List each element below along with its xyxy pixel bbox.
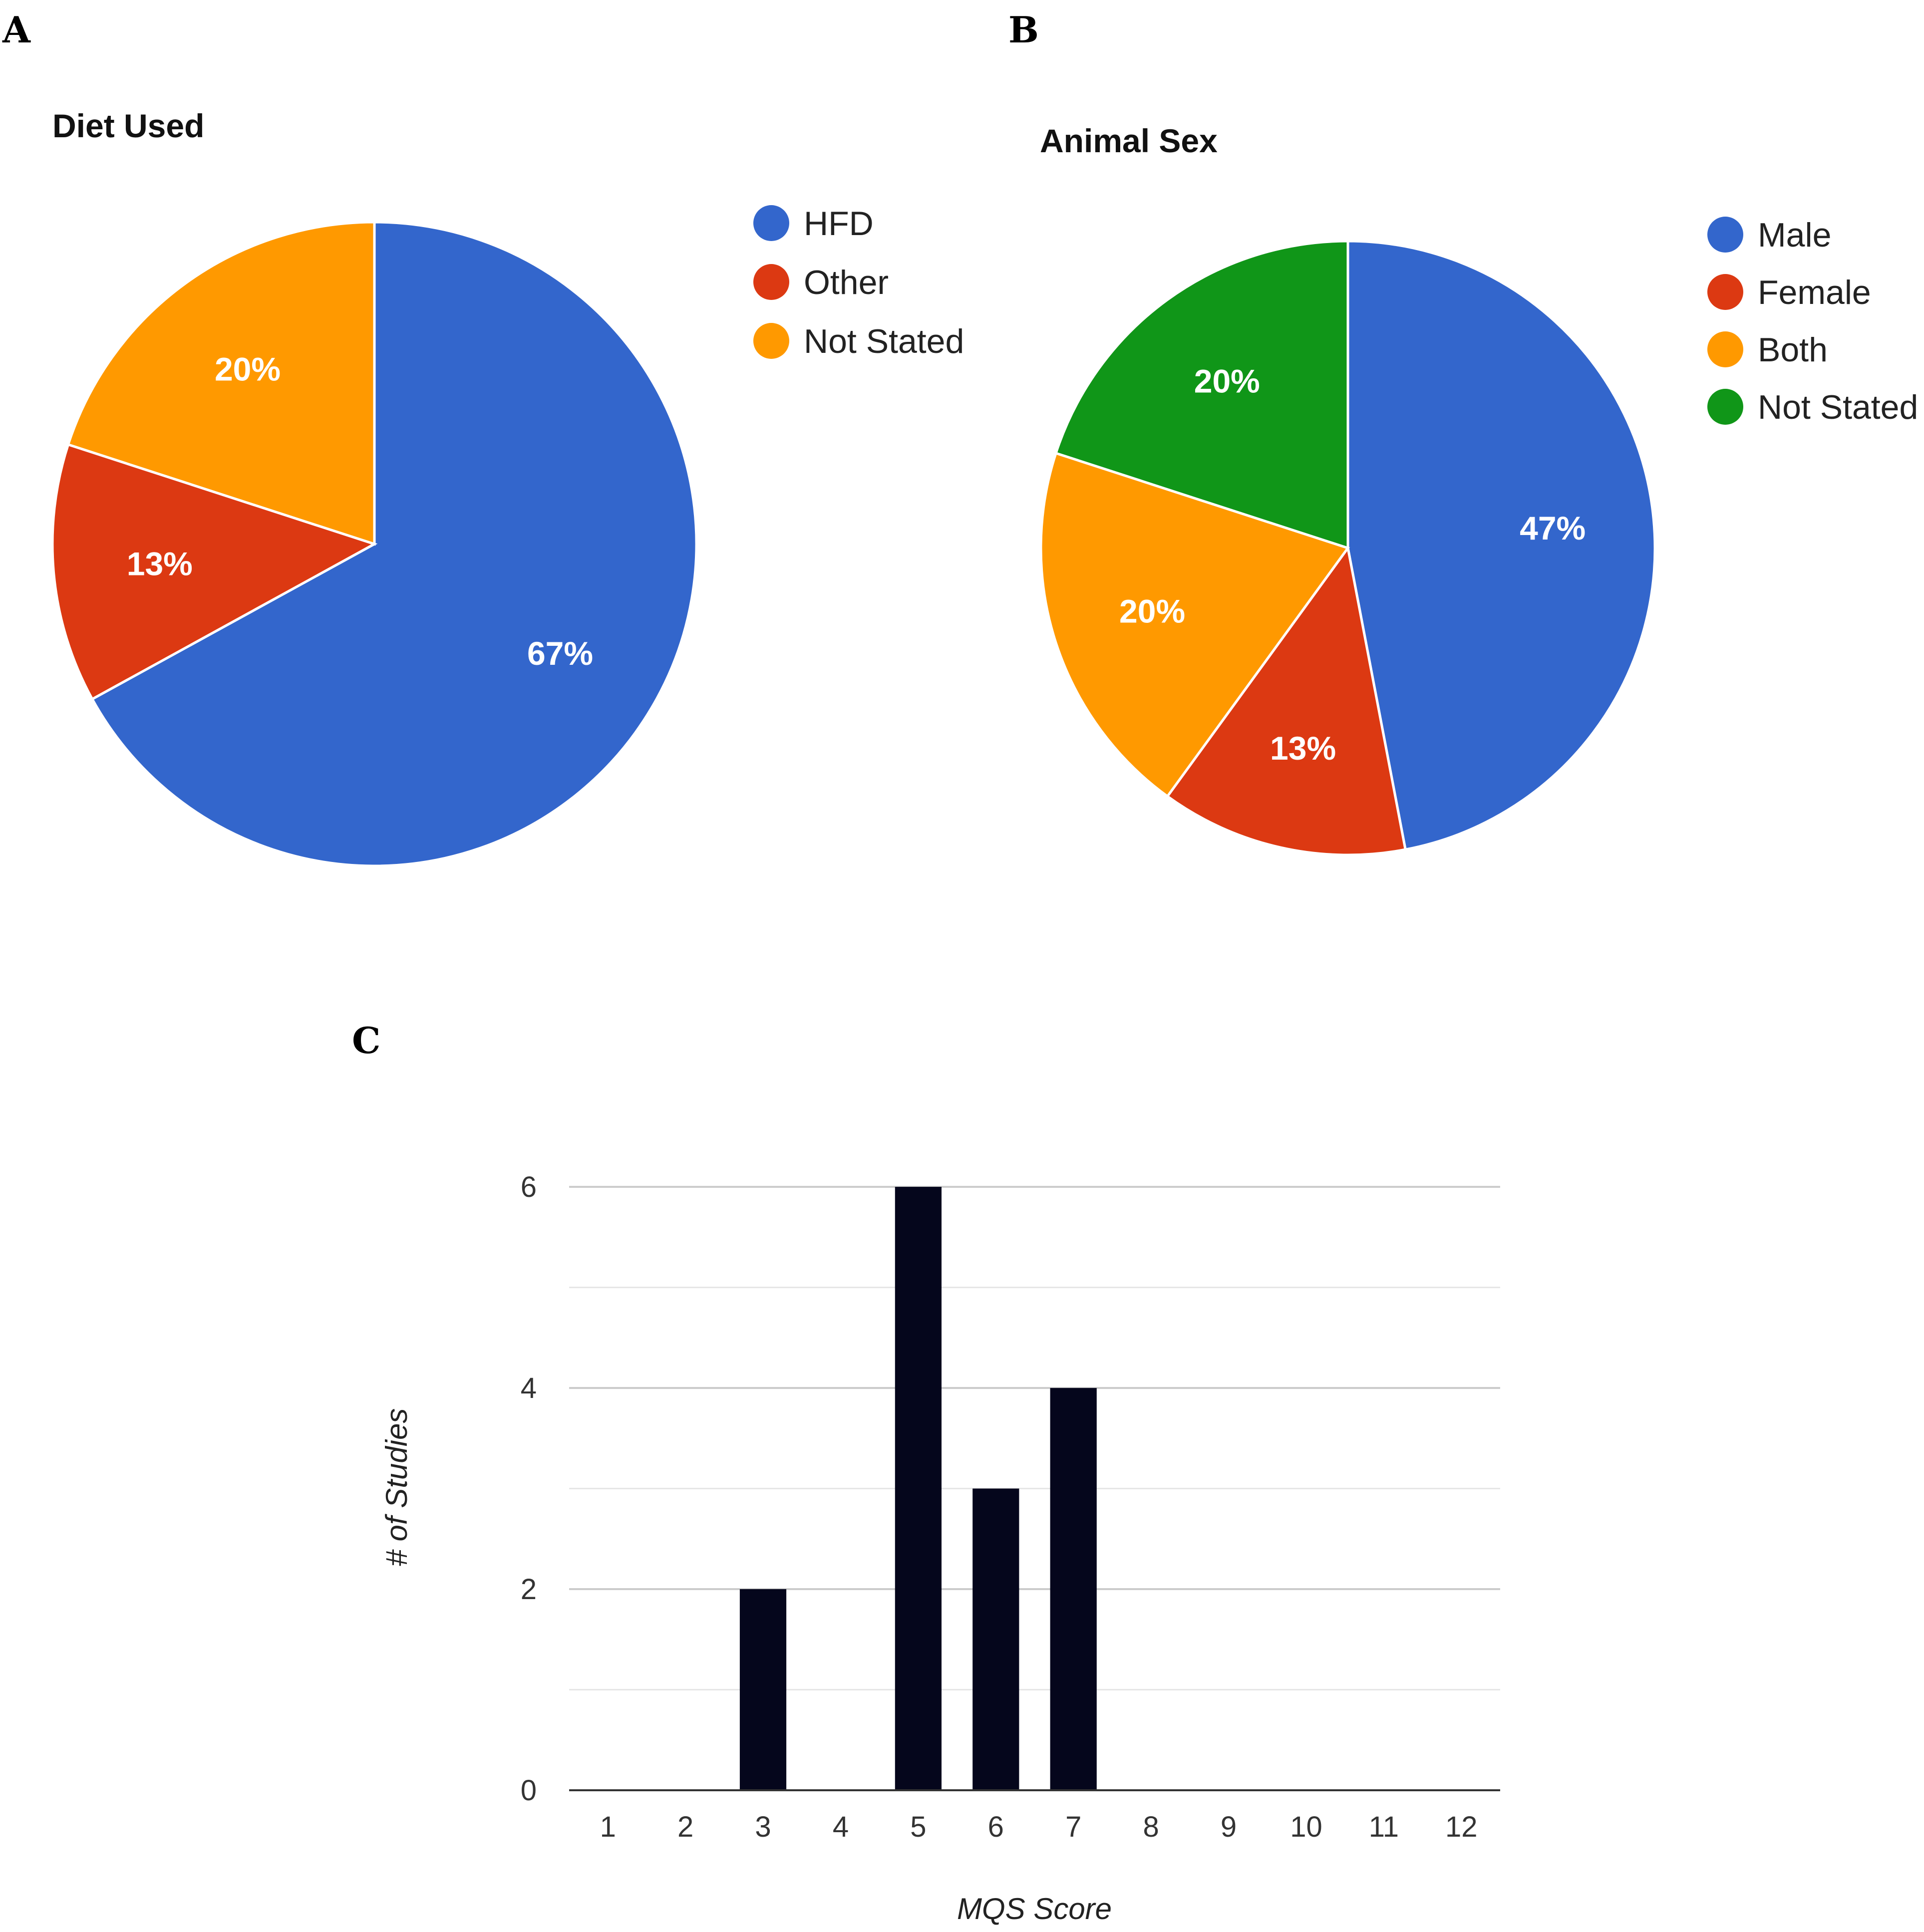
y-tick-6: 6 (521, 1171, 537, 1203)
pie-a-legend: HFD Other Not Stated (753, 205, 964, 360)
legend-marker-not-stated (1707, 389, 1743, 425)
pie-a-title: Diet Used (52, 107, 204, 144)
x-tick-12: 12 (1445, 1811, 1478, 1843)
panel-label-b: B (1008, 8, 1039, 51)
x-tick-4: 4 (833, 1811, 849, 1843)
legend-label-both: Both (1758, 331, 1828, 369)
pie-b-slice-labels: 47% 13% 20% 20% (1119, 363, 1586, 767)
x-axis-title: MQS Score (957, 1892, 1112, 1926)
legend-marker-female (1707, 274, 1743, 310)
bar-5 (895, 1187, 942, 1790)
pie-slice-female (1166, 545, 1407, 856)
legend-marker-not-stated (753, 323, 789, 359)
panel-label-a: A (2, 8, 31, 51)
legend-label-male: Male (1758, 216, 1831, 254)
legend-marker-both (1707, 331, 1743, 367)
legend-marker-hfd (753, 205, 789, 241)
legend-label-other: Other (804, 264, 889, 301)
bar-gridlines (569, 1186, 1500, 1690)
x-tick-6: 6 (988, 1811, 1004, 1843)
x-tick-7: 7 (1065, 1811, 1081, 1843)
x-tick-3: 3 (755, 1811, 771, 1843)
pie-b-legend: Male Female Both Not Stated (1707, 216, 1918, 426)
pie-slice-other (51, 443, 378, 701)
pie-slice-not-stated (66, 221, 376, 546)
x-tick-10: 10 (1290, 1811, 1322, 1843)
bar-7 (1050, 1388, 1097, 1790)
legend-label-not-stated: Not Stated (1758, 388, 1918, 426)
x-tick-8: 8 (1143, 1811, 1159, 1843)
legend-label-not-stated: Not Stated (804, 322, 964, 360)
legend-label-female: Female (1758, 274, 1871, 311)
bar-series (739, 1187, 1097, 1790)
y-tick-4: 4 (521, 1372, 537, 1404)
x-tick-2: 2 (677, 1811, 693, 1843)
y-tick-2: 2 (521, 1573, 537, 1606)
y-tick-0: 0 (521, 1774, 537, 1807)
pie-slice-male (1346, 240, 1656, 851)
x-tick-5: 5 (910, 1811, 926, 1843)
pie-slice-hfd (90, 221, 698, 867)
slice-label-hfd: 67% (527, 635, 593, 672)
pie-slice-not-stated (1054, 240, 1349, 550)
legend-marker-male (1707, 217, 1743, 253)
slice-label-other: 13% (127, 546, 193, 582)
pie-chart-animal-sex: Animal Sex 47% 13% 20% 20% Male Female Both No… (1039, 122, 1918, 856)
legend-label-hfd: HFD (804, 205, 874, 243)
bar-3 (739, 1589, 787, 1790)
y-tick-labels: 0 2 4 6 (521, 1171, 537, 1807)
y-axis-title: # of Studies (380, 1408, 413, 1567)
panel-label-c: C (352, 1019, 380, 1062)
pie-chart-diet-used: Diet Used 67% 13% 20% HFD Other Not Stated (51, 107, 964, 867)
slice-label-female: 13% (1270, 730, 1336, 767)
pie-b-slices (1039, 240, 1656, 856)
slice-label-not-stated: 20% (215, 350, 281, 387)
x-tick-11: 11 (1369, 1811, 1399, 1843)
pie-slice-both (1039, 451, 1350, 799)
slice-label-not-stated: 20% (1194, 363, 1260, 400)
x-tick-labels: 1 2 3 4 5 6 7 8 9 10 11 12 (600, 1811, 1478, 1843)
x-tick-9: 9 (1221, 1811, 1237, 1843)
pie-b-title: Animal Sex (1040, 122, 1218, 159)
slice-label-male: 47% (1520, 510, 1586, 547)
pie-a-slices (51, 221, 698, 867)
pie-a-slice-labels: 67% 13% 20% (127, 350, 593, 672)
bar-6 (972, 1488, 1019, 1790)
x-tick-1: 1 (600, 1811, 616, 1843)
legend-marker-other (753, 264, 789, 300)
slice-label-both: 20% (1119, 592, 1185, 629)
